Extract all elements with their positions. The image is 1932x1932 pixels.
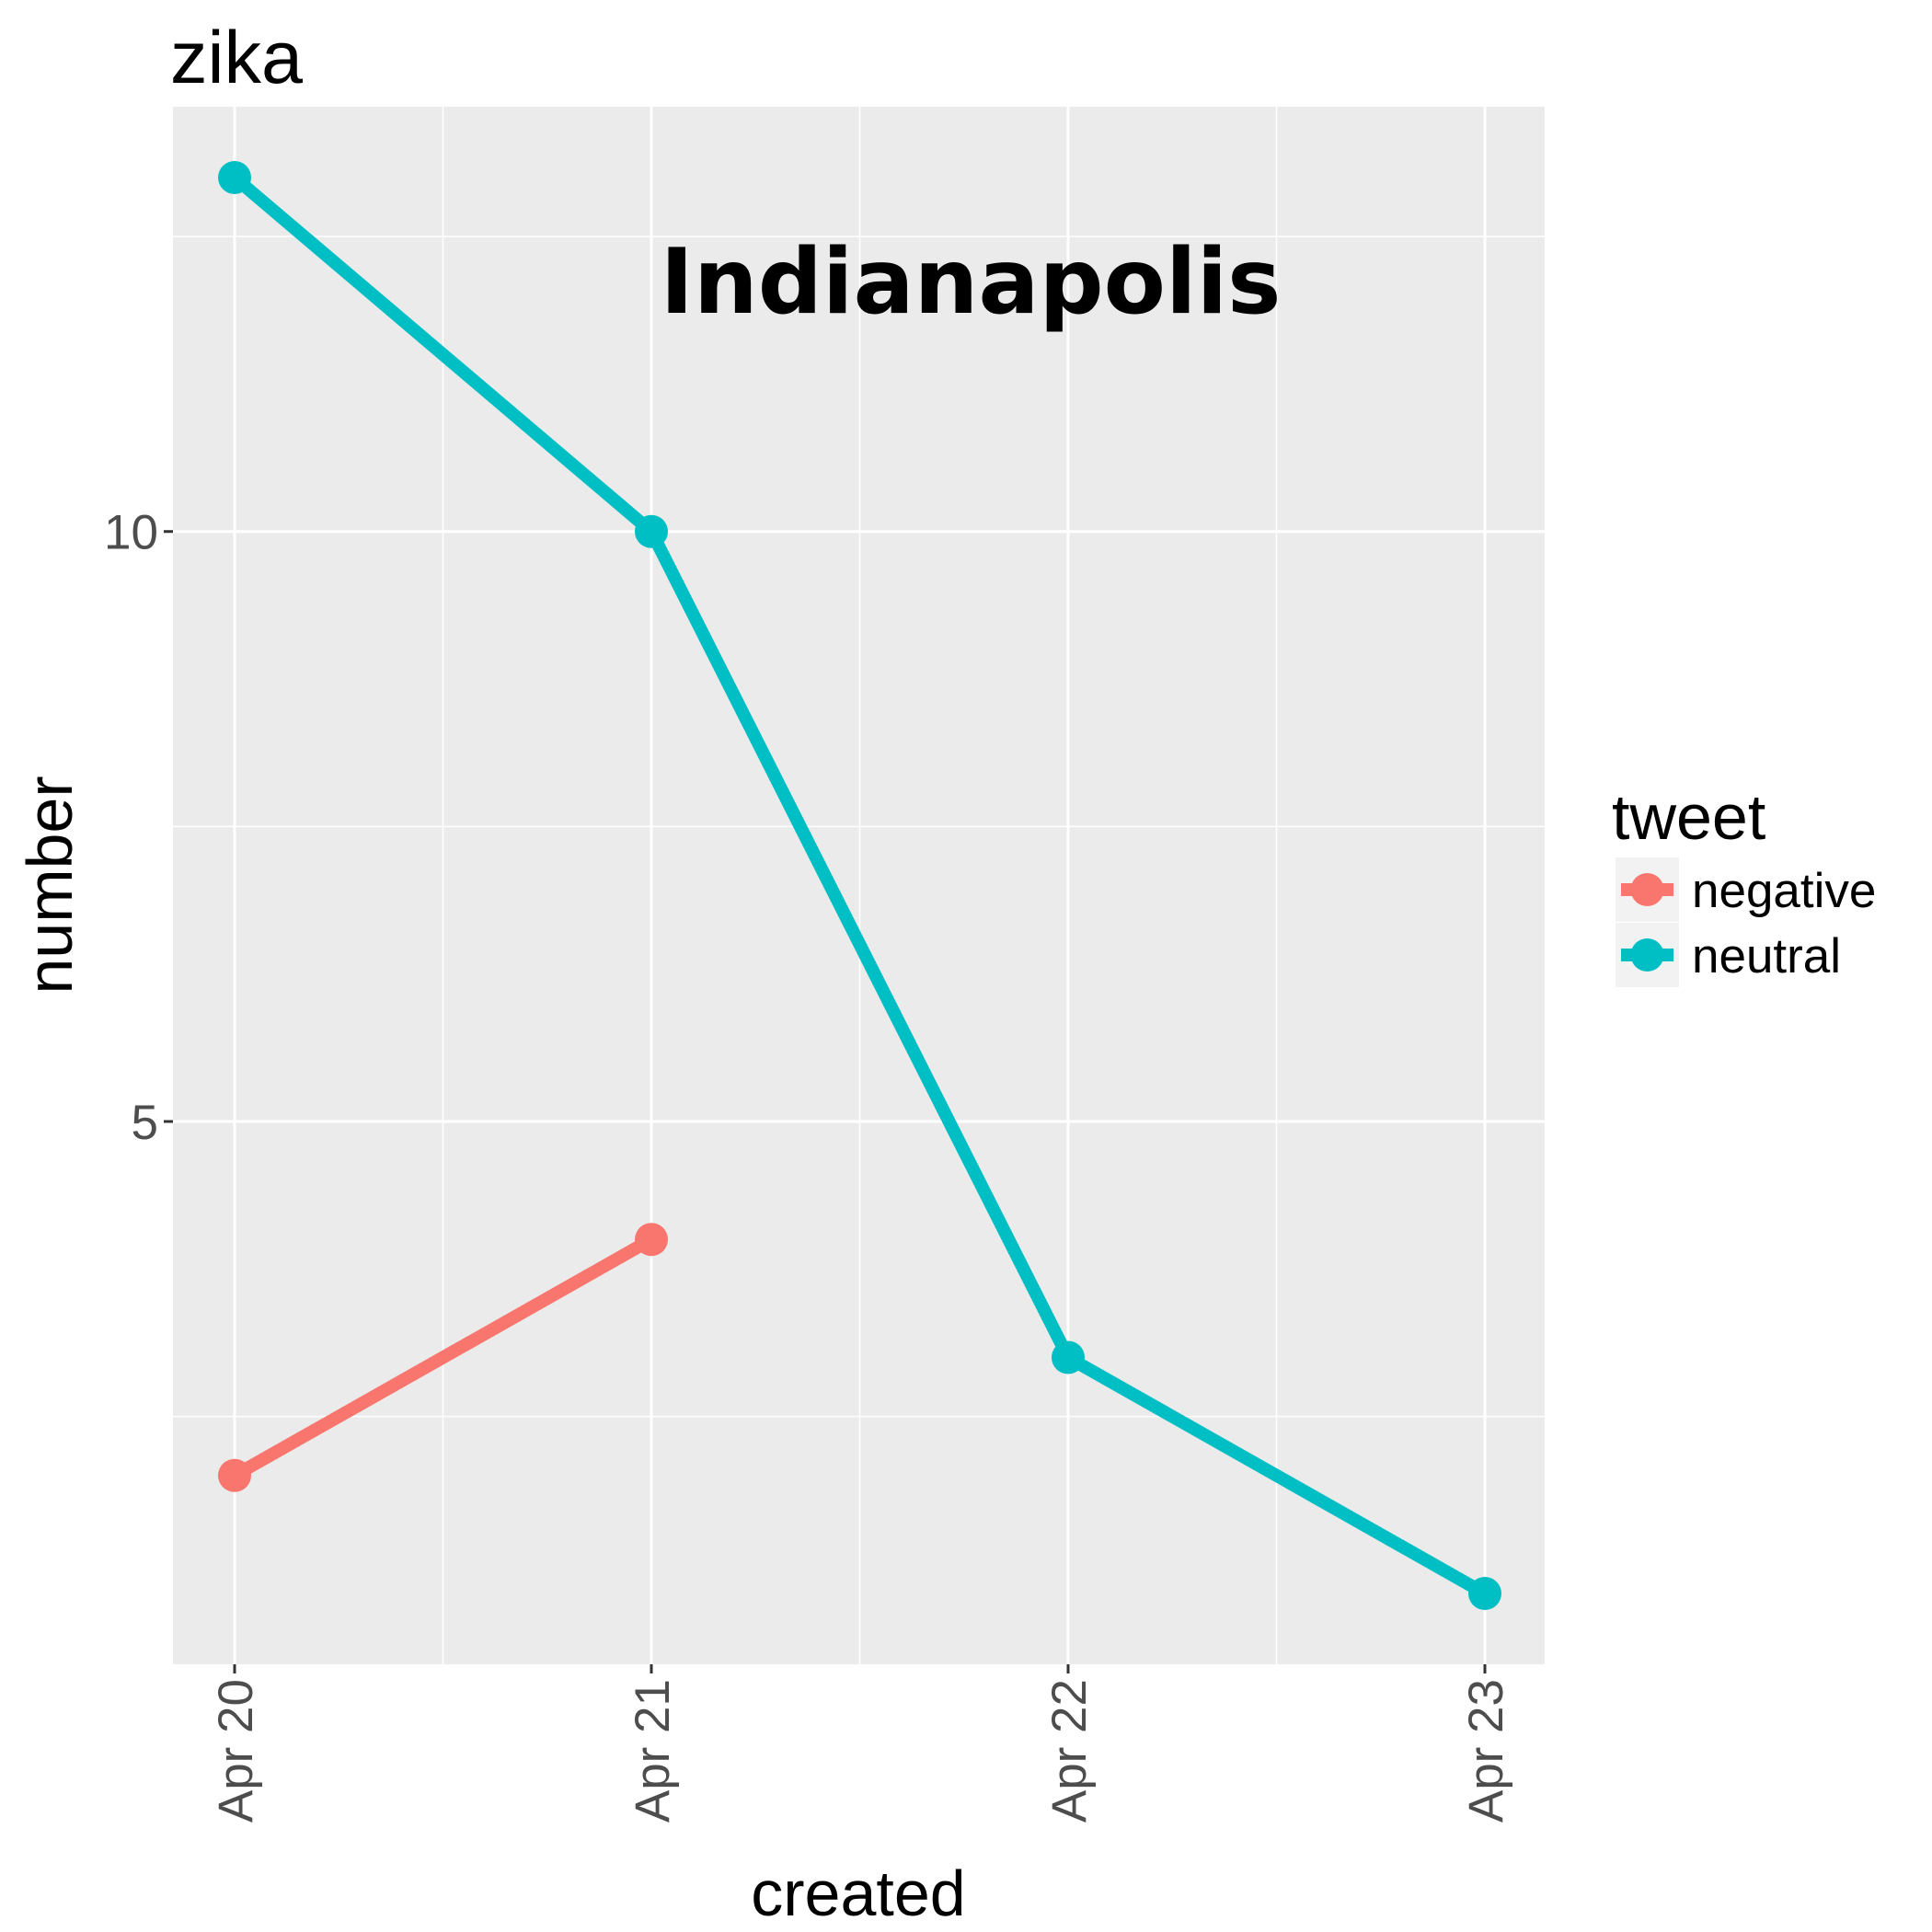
legend-key-point <box>1630 873 1664 906</box>
y-tick-label: 5 <box>132 1096 158 1150</box>
data-point-neutral <box>1468 1577 1501 1611</box>
legend-item-neutral: neutral <box>1616 923 1841 987</box>
series-line-neutral <box>228 170 1491 1601</box>
x-tick-label: Apr 20 <box>209 1679 263 1823</box>
x-tick-label: Apr 23 <box>1459 1679 1513 1823</box>
legend-label: negative <box>1692 864 1876 918</box>
plot-panel <box>173 107 1545 1664</box>
data-point-neutral <box>635 514 668 548</box>
series-line-negative <box>228 1233 658 1482</box>
x-axis: Apr 20 Apr 21 Apr 22 Apr 23 <box>209 1664 1513 1823</box>
legend-item-negative: negative <box>1616 857 1876 922</box>
data-point-negative <box>218 1458 251 1492</box>
x-axis-title: created <box>751 1857 965 1929</box>
y-tick-label: 10 <box>104 506 158 560</box>
y-axis: 5 10 <box>104 506 173 1150</box>
data-point-negative <box>635 1223 668 1257</box>
legend-key-point <box>1630 938 1664 972</box>
legend-label: neutral <box>1692 929 1841 983</box>
grid-lines <box>173 107 1545 1664</box>
legend: tweet negative neutral <box>1612 781 1876 987</box>
chart-annotation: Indianapolis <box>661 230 1282 335</box>
legend-title: tweet <box>1612 781 1765 853</box>
x-tick-label: Apr 21 <box>626 1679 680 1823</box>
data-point-neutral <box>218 160 251 194</box>
series-layer <box>218 160 1501 1611</box>
y-axis-title: number <box>14 776 86 994</box>
x-tick-label: Apr 22 <box>1042 1679 1097 1823</box>
series-neutral <box>218 160 1501 1611</box>
chart-title: zika <box>170 17 304 99</box>
data-point-neutral <box>1052 1340 1085 1374</box>
series-negative <box>218 1223 668 1492</box>
